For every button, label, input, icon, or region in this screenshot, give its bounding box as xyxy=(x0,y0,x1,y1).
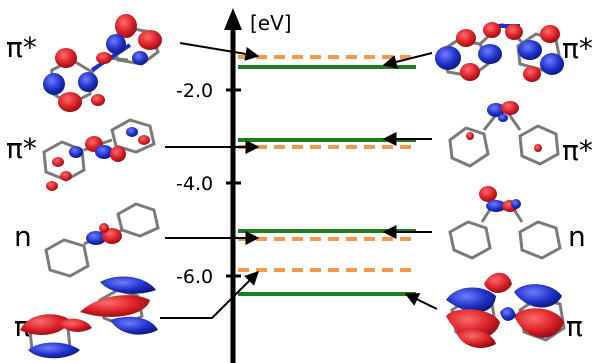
axis-arrow-icon xyxy=(224,8,242,30)
right-orbital-label: n xyxy=(568,220,586,253)
right-orbital-label: π xyxy=(566,310,583,343)
tick-label: -2.0 xyxy=(176,80,213,102)
arrow-right-pi xyxy=(404,293,438,310)
arrows xyxy=(160,42,438,319)
energy-axis: [eV] -2.0 -4.0 -6.0 xyxy=(176,8,292,363)
left-orbital-label: π* xyxy=(6,132,37,165)
molecule-right-pi xyxy=(446,272,566,348)
tick-label: -4.0 xyxy=(176,173,213,195)
left-orbital-label: π* xyxy=(6,31,37,64)
molecule-left-pistar-lower xyxy=(42,118,156,191)
energy-levels xyxy=(238,55,416,296)
arrow-left-pistar-upper xyxy=(179,42,260,61)
molecule-left-pi xyxy=(20,276,158,359)
arrow-left-pi xyxy=(160,271,259,319)
right-orbital-label: π* xyxy=(562,134,593,167)
molecule-left-n xyxy=(44,202,160,278)
right-orbital-label: π* xyxy=(562,32,593,65)
molecule-right-pistar-upper xyxy=(435,22,564,82)
left-orbital-label: n xyxy=(14,220,32,253)
arrow-right-pistar-upper xyxy=(382,52,433,69)
tick-label: -6.0 xyxy=(176,266,213,288)
molecule-right-n xyxy=(448,186,562,260)
axis-unit-label: [eV] xyxy=(250,11,292,35)
molecule-right-pistar-lower xyxy=(448,101,560,168)
molecule-left-pistar-upper xyxy=(43,14,162,112)
